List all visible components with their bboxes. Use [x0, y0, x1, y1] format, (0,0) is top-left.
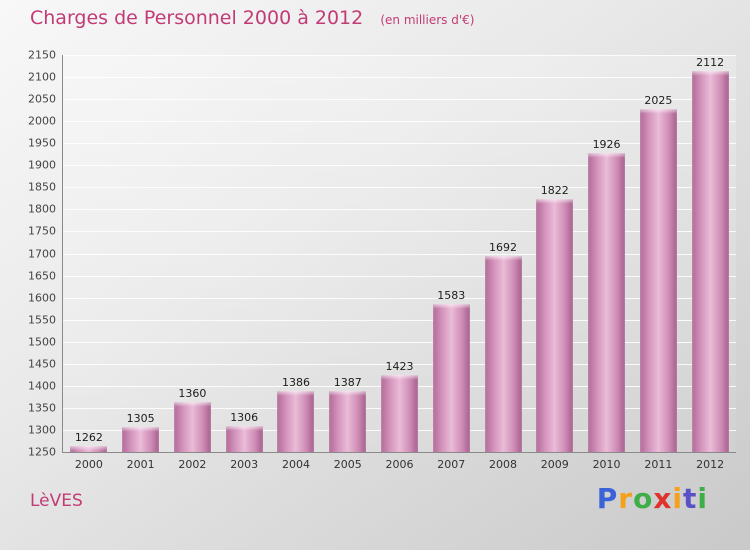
bar-2010: [588, 152, 626, 452]
x-tick-label: 2000: [74, 458, 103, 471]
bar-value-label: 1926: [592, 137, 621, 151]
y-tick-label: 1900: [28, 158, 56, 172]
chart-title: Charges de Personnel 2000 à 2012: [30, 7, 364, 29]
x-tick-label: 2004: [281, 458, 310, 471]
bar-2000: [70, 445, 108, 452]
gridline: [63, 187, 736, 189]
x-tick-label: 2006: [385, 458, 414, 471]
gridline: [63, 99, 736, 101]
gridline: [63, 165, 736, 167]
logo-letter: x: [653, 482, 673, 515]
y-tick-label: 1350: [28, 401, 56, 415]
bar-2006: [381, 374, 418, 452]
y-tick-label: 1700: [28, 247, 56, 260]
gridline: [63, 275, 736, 277]
logo-letter: i: [697, 482, 708, 515]
y-tick-label: 1800: [28, 202, 56, 216]
bar-2008: [484, 256, 522, 452]
y-tick-label: 1750: [28, 224, 56, 238]
bar-value-label: 1262: [74, 430, 103, 444]
bar-value-label: 1306: [230, 411, 259, 425]
gridline: [63, 209, 736, 211]
logo-letter: P: [596, 482, 619, 515]
y-tick-label: 2100: [28, 70, 56, 84]
bar-2001: [122, 426, 160, 452]
logo-letter: t: [683, 482, 698, 515]
chart-subtitle: (en milliers d'€): [380, 13, 475, 27]
x-tick-label: 2005: [333, 458, 362, 471]
bar-value-label: 1387: [333, 375, 362, 389]
bar-value-label: 2112: [696, 55, 725, 69]
x-tick-label: 2007: [437, 458, 466, 471]
bar-2005: [329, 390, 367, 452]
bar-value-label: 1692: [489, 241, 518, 255]
bar-value-label: 1360: [178, 387, 207, 401]
bar-value-label: 1822: [540, 183, 569, 197]
logo-letter: r: [618, 482, 634, 515]
y-tick-label: 2000: [28, 114, 56, 128]
y-tick-label: 1650: [28, 269, 56, 283]
bar-value-label: 2025: [644, 94, 673, 108]
y-tick-label: 1300: [28, 423, 56, 437]
y-tick-label: 1400: [28, 379, 56, 393]
bar-value-label: 1423: [385, 359, 414, 373]
y-tick-label: 1600: [28, 291, 56, 305]
gridline: [63, 341, 736, 343]
gridline: [63, 297, 736, 299]
plot-area: 1250 1300 1350 1400 1450 1500 1550 1600 1650 1700…: [28, 49, 736, 471]
bar-value-label: 1386: [281, 376, 310, 390]
bar-2009: [536, 198, 574, 452]
gridline: [63, 55, 736, 56]
x-tick-label: 2012: [696, 458, 725, 471]
entity-name: LèVES: [30, 491, 83, 511]
logo-letter: o: [633, 482, 654, 515]
gridline: [63, 231, 736, 233]
bar-2003: [225, 426, 263, 452]
y-tick-label: 1550: [28, 313, 56, 327]
x-tick-label: 2011: [644, 458, 673, 471]
proxiti-logo: Proxiti: [597, 482, 708, 515]
y-tick-label: 1850: [28, 180, 56, 194]
x-tick-label: 2003: [230, 458, 259, 471]
x-tick-label: 2010: [592, 458, 621, 471]
bar-2007: [432, 304, 470, 452]
y-tick-label: 2050: [28, 92, 56, 106]
bar-value-label: 1305: [126, 411, 155, 425]
x-tick-label: 2008: [489, 458, 518, 471]
gridline: [63, 143, 736, 145]
bar-2004: [277, 391, 315, 452]
bar-2012: [691, 70, 729, 452]
y-tick-label: 2150: [28, 48, 56, 62]
bar-value-label: 1583: [437, 289, 466, 303]
bar-2011: [639, 109, 677, 452]
bar-2002: [173, 402, 211, 452]
x-tick-label: 2009: [540, 458, 569, 471]
y-tick-label: 1500: [28, 335, 56, 349]
chart-header: Charges de Personnel 2000 à 2012 (en mil…: [30, 7, 474, 29]
x-tick-label: 2002: [178, 458, 207, 471]
y-tick-label: 1450: [28, 357, 56, 371]
gridline: [63, 77, 736, 79]
gridline: [63, 319, 736, 321]
gridline: [63, 121, 736, 123]
logo-letter: i: [672, 482, 683, 515]
y-tick-label: 1950: [28, 136, 56, 150]
gridline: [63, 253, 736, 255]
y-tick-label: 1250: [28, 445, 56, 459]
x-tick-label: 2001: [126, 458, 155, 471]
